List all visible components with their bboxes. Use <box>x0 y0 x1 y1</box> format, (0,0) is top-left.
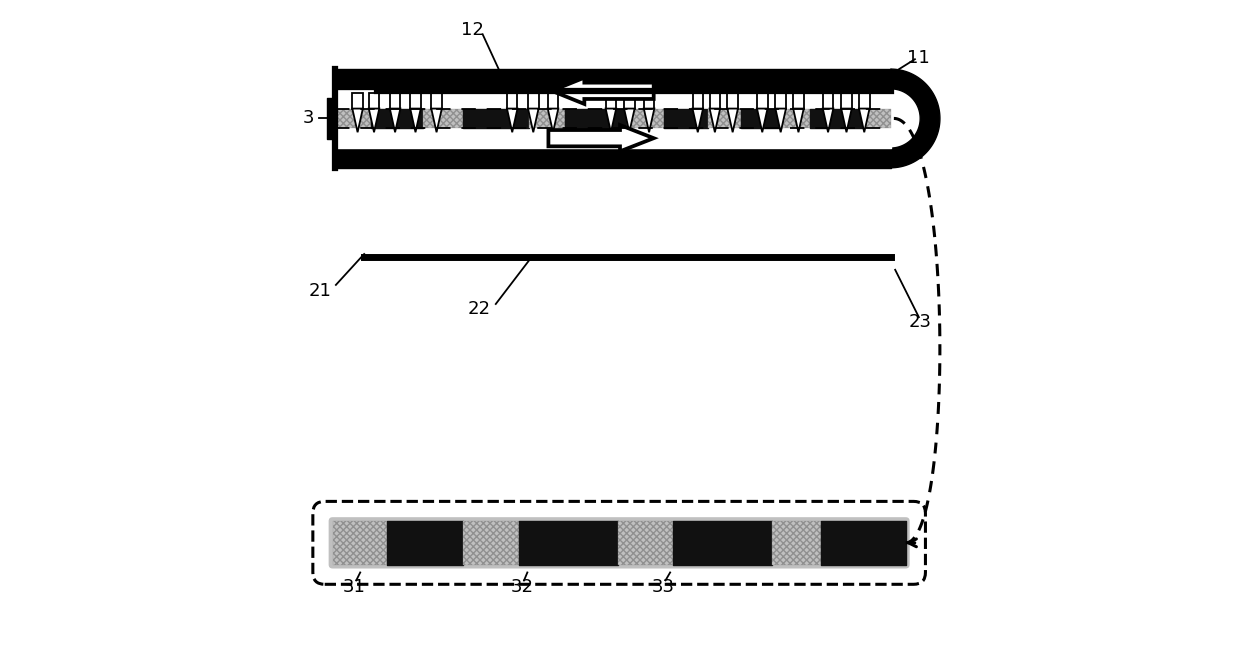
Polygon shape <box>624 109 635 132</box>
Polygon shape <box>643 109 655 132</box>
Polygon shape <box>841 93 852 109</box>
Polygon shape <box>890 69 940 168</box>
Text: 21: 21 <box>309 282 331 300</box>
Polygon shape <box>410 93 421 109</box>
Polygon shape <box>710 109 720 132</box>
Polygon shape <box>352 109 363 132</box>
FancyBboxPatch shape <box>312 501 925 584</box>
Polygon shape <box>529 109 538 132</box>
Polygon shape <box>860 109 869 132</box>
Text: 31: 31 <box>343 578 366 596</box>
Polygon shape <box>727 93 739 109</box>
Polygon shape <box>823 109 834 132</box>
Text: 12: 12 <box>462 20 484 39</box>
Polygon shape <box>431 109 442 132</box>
Polygon shape <box>605 93 616 109</box>
Polygon shape <box>757 93 767 109</box>
Text: 3: 3 <box>303 109 314 128</box>
Polygon shape <box>793 93 804 109</box>
Polygon shape <box>643 93 655 109</box>
Polygon shape <box>506 109 517 132</box>
Polygon shape <box>390 109 400 132</box>
Polygon shape <box>776 109 785 132</box>
Polygon shape <box>624 93 635 109</box>
Polygon shape <box>431 93 442 109</box>
Text: 11: 11 <box>908 49 930 67</box>
Polygon shape <box>860 93 869 109</box>
Polygon shape <box>548 109 558 132</box>
Polygon shape <box>390 93 400 109</box>
Text: 23: 23 <box>909 313 931 332</box>
Polygon shape <box>605 109 616 132</box>
Polygon shape <box>552 78 653 104</box>
Polygon shape <box>529 93 538 109</box>
Polygon shape <box>369 109 379 132</box>
Polygon shape <box>710 93 720 109</box>
Text: 32: 32 <box>510 578 534 596</box>
Polygon shape <box>410 109 421 132</box>
Polygon shape <box>506 93 517 109</box>
Polygon shape <box>693 109 703 132</box>
Polygon shape <box>352 93 363 109</box>
FancyBboxPatch shape <box>329 517 910 569</box>
Polygon shape <box>757 109 767 132</box>
Polygon shape <box>693 93 703 109</box>
Polygon shape <box>369 93 379 109</box>
Text: 33: 33 <box>652 578 676 596</box>
Polygon shape <box>841 109 852 132</box>
Polygon shape <box>548 125 653 151</box>
Polygon shape <box>793 109 804 132</box>
Polygon shape <box>776 93 785 109</box>
Polygon shape <box>548 93 558 109</box>
Polygon shape <box>727 109 739 132</box>
Polygon shape <box>823 93 834 109</box>
Text: 22: 22 <box>468 300 490 318</box>
